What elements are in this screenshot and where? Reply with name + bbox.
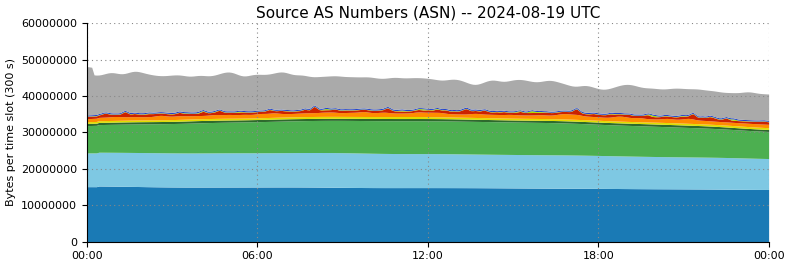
Title: Source AS Numbers (ASN) -- 2024-08-19 UTC: Source AS Numbers (ASN) -- 2024-08-19 UT… <box>256 6 600 21</box>
Y-axis label: Bytes per time slot (300 s): Bytes per time slot (300 s) <box>6 58 16 206</box>
